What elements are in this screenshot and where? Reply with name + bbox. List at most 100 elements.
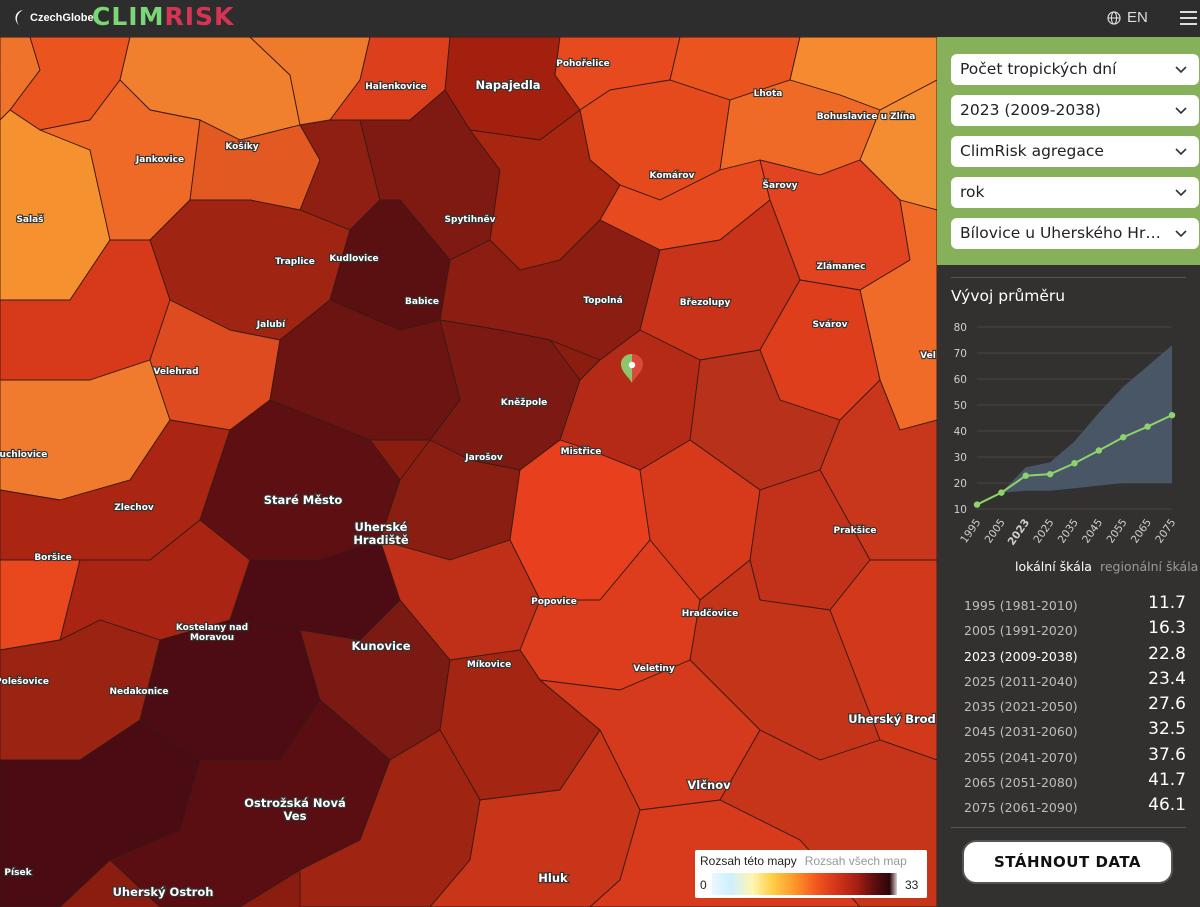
tab-local-scale[interactable]: lokální škála	[1015, 559, 1092, 574]
place-label: Halenkovice	[365, 82, 427, 92]
place-label: Vlčnov	[687, 778, 731, 792]
data-point	[1071, 460, 1078, 467]
place-label: Jarošov	[464, 452, 503, 463]
place-label: Pohořelice	[556, 59, 610, 69]
place-label: Svárov	[813, 320, 848, 330]
y-tick-label: 80	[954, 322, 967, 334]
row-value: 23.4	[1148, 668, 1186, 689]
divider	[951, 827, 1186, 828]
place-label: Topolná	[583, 296, 622, 306]
y-tick-label: 30	[954, 452, 967, 464]
language-label: EN	[1127, 9, 1148, 26]
row-period: 2055 (2041-2070)	[964, 749, 1078, 765]
climrisk-logo[interactable]: CLIMRISK	[92, 2, 235, 31]
place-label: Zlechov	[114, 503, 154, 513]
y-tick-label: 40	[954, 426, 967, 438]
table-row: 1995 (1981-2010) 11.7	[964, 592, 1186, 617]
place-label: Lhota	[754, 89, 783, 99]
place-label: Ves	[284, 809, 307, 823]
time-scale-select[interactable]: rok	[951, 177, 1199, 208]
place-label: Uherský Brod	[848, 712, 936, 726]
chevron-down-icon	[1175, 107, 1187, 114]
aggregation-select[interactable]: ClimRisk agregace	[951, 136, 1199, 167]
chevron-down-icon	[1175, 230, 1187, 237]
place-label: Ostrožská Nová	[244, 796, 345, 810]
map-place-labels: Pohořelice Halenkovice Napajedla Lhota B…	[0, 58, 937, 900]
row-period: 2005 (1991-2020)	[964, 623, 1078, 639]
location-pin-icon[interactable]	[621, 354, 643, 383]
y-tick-label: 60	[954, 374, 967, 386]
place-label: Babice	[405, 297, 439, 307]
place-label: Popovice	[531, 597, 577, 607]
place-label: Šarovy	[763, 179, 798, 191]
table-row: 2055 (2041-2070) 37.6	[964, 744, 1186, 769]
globe-icon	[1107, 10, 1121, 25]
chevron-down-icon	[1175, 66, 1187, 73]
top-bar: CzechGlobe CLIMRISK EN	[0, 0, 1200, 37]
place-label: Uherský Ostroh	[113, 885, 214, 899]
row-value: 37.6	[1148, 744, 1186, 765]
legend-color-ramp	[712, 873, 897, 895]
aggregation-select-value: ClimRisk agregace	[960, 142, 1104, 160]
choropleth-map[interactable]: Pohořelice Halenkovice Napajedla Lhota B…	[0, 37, 937, 907]
data-point	[1144, 423, 1151, 430]
language-switcher[interactable]: EN	[1107, 9, 1148, 26]
data-point	[1095, 447, 1103, 454]
row-value: 32.5	[1148, 719, 1186, 740]
place-label: Hradčovice	[682, 608, 738, 619]
indicator-select-value: Počet tropických dní	[960, 60, 1117, 78]
place-label: Napajedla	[475, 78, 540, 92]
scale-tabs: lokální škála regionální škála	[1015, 559, 1198, 574]
legend-min: 0	[700, 878, 707, 892]
location-select-value: Bílovice u Uherského Hradiště	[960, 224, 1165, 242]
map-legend: Rozsah této mapy Rozsah všech map 0 33	[695, 850, 927, 898]
location-select[interactable]: Bílovice u Uherského Hradiště	[951, 218, 1199, 249]
hamburger-menu-icon[interactable]	[1180, 11, 1197, 25]
tab-regional-scale[interactable]: regionální škála	[1099, 559, 1199, 574]
place-label: Nedakonice	[109, 687, 168, 697]
czechglobe-swirl-icon	[15, 10, 23, 25]
place-label: Traplice	[275, 257, 315, 267]
place-label: Kudlovice	[329, 254, 378, 264]
table-row: 2025 (2011-2040) 23.4	[964, 668, 1186, 693]
czechglobe-logo[interactable]: CzechGlobe	[12, 6, 94, 30]
row-value: 22.8	[1148, 643, 1186, 664]
table-row: 2005 (1991-2020) 16.3	[964, 617, 1186, 642]
table-row: 2035 (2021-2050) 27.6	[964, 693, 1186, 718]
data-point	[998, 489, 1005, 496]
row-period: 2023 (2009-2038)	[964, 648, 1078, 664]
place-label: Moravou	[190, 633, 234, 643]
x-tick-label: 1995	[958, 517, 983, 546]
chart-title: Vývoj průměru	[951, 287, 1066, 305]
legend-tab-all-maps[interactable]: Rozsah všech map	[804, 854, 907, 868]
place-label: Zlámanec	[817, 262, 866, 272]
czechglobe-logo-text: CzechGlobe	[30, 12, 94, 24]
table-row: 2045 (2031-2060) 32.5	[964, 718, 1186, 743]
row-period: 2075 (2061-2090)	[964, 800, 1078, 816]
table-row: 2075 (2061-2090) 46.1	[964, 794, 1186, 819]
filter-panel: Počet tropických dní 2023 (2009-2038) Cl…	[937, 37, 1200, 265]
y-tick-label: 10	[954, 504, 967, 516]
place-label: Velehrad	[153, 367, 198, 377]
period-select[interactable]: 2023 (2009-2038)	[951, 95, 1199, 126]
place-label: Ruchlovice	[0, 450, 47, 460]
legend-tab-this-map[interactable]: Rozsah této mapy	[700, 854, 797, 868]
table-row: 2065 (2051-2080) 41.7	[964, 769, 1186, 794]
row-period: 1995 (1981-2010)	[964, 598, 1078, 613]
chevron-down-icon	[1175, 148, 1187, 155]
x-tick-label: 2045	[1080, 517, 1105, 546]
row-period: 2035 (2021-2050)	[964, 699, 1078, 715]
place-label: Prakšice	[834, 525, 877, 536]
data-point	[973, 501, 981, 508]
map-regions[interactable]: Pohořelice Halenkovice Napajedla Lhota B…	[0, 37, 937, 907]
y-tick-label: 70	[954, 348, 967, 360]
place-label: Bohuslavice u Zlína	[817, 112, 916, 122]
download-data-button[interactable]: STÁHNOUT DATA	[964, 842, 1171, 882]
place-label: Kunovice	[351, 639, 410, 653]
row-period: 2065 (2051-2080)	[964, 775, 1078, 791]
indicator-select[interactable]: Počet tropických dní	[951, 54, 1199, 85]
place-label: Hradiště	[353, 533, 409, 547]
data-point	[1022, 472, 1029, 479]
place-label: Mistřice	[561, 447, 602, 457]
x-tick-label: 2055	[1105, 517, 1130, 546]
